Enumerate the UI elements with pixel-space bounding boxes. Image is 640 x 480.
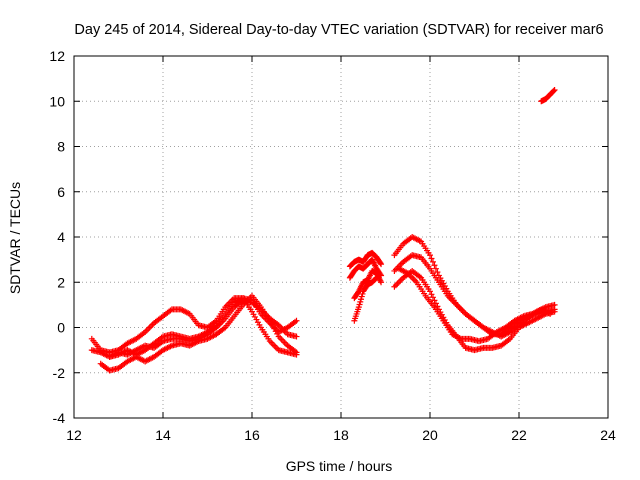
y-tick-label: 8	[57, 139, 65, 155]
x-tick-label: 22	[511, 427, 527, 443]
y-tick-label: 0	[57, 320, 65, 336]
y-tick-label: 10	[49, 93, 65, 109]
y-tick-label: 6	[57, 184, 65, 200]
series-track-2	[97, 292, 300, 374]
data-point	[431, 297, 438, 304]
data-point	[551, 308, 558, 315]
data-point	[429, 258, 436, 265]
data-point	[432, 265, 439, 272]
x-tick-label: 18	[333, 427, 349, 443]
data-point	[358, 296, 365, 303]
x-tick-label: 24	[600, 427, 616, 443]
data-point	[551, 86, 558, 93]
data-point	[356, 301, 363, 308]
data-point	[355, 304, 362, 311]
x-tick-label: 12	[66, 427, 82, 443]
y-tick-label: 2	[57, 274, 65, 290]
data-point	[358, 293, 365, 300]
data-point	[359, 290, 366, 297]
series-track-11	[391, 267, 558, 354]
data-point	[357, 298, 364, 305]
data-point	[427, 288, 433, 295]
series-track-13	[538, 86, 558, 105]
x-tick-label: 14	[155, 427, 171, 443]
data-point	[434, 303, 441, 310]
series-track-5	[346, 249, 385, 270]
data-point	[293, 317, 300, 324]
data-point	[372, 275, 379, 282]
data-point	[378, 279, 385, 286]
x-axis-label: GPS time / hours	[286, 458, 393, 474]
data-point	[378, 261, 385, 268]
data-point	[428, 255, 435, 262]
y-axis-label: SDTVAR / TECUs	[7, 182, 23, 294]
data-point	[429, 294, 436, 301]
data-point	[427, 252, 433, 259]
data-point	[434, 269, 441, 276]
data-point	[550, 87, 557, 94]
data-point	[373, 274, 380, 281]
data-point	[547, 310, 554, 317]
series-track-12	[395, 265, 554, 345]
series-track-4	[106, 297, 300, 360]
data-point	[428, 291, 435, 298]
y-tick-label: 4	[57, 229, 65, 245]
y-tick-label: 12	[49, 48, 65, 64]
y-tick-label: -2	[53, 365, 66, 381]
series-track-7	[351, 267, 385, 302]
data-point	[293, 333, 300, 340]
data-point	[431, 262, 438, 269]
x-tick-label: 16	[244, 427, 260, 443]
series-track-6	[346, 256, 385, 281]
series-track-8	[351, 274, 380, 324]
data-point	[377, 260, 384, 267]
chart-title: Day 245 of 2014, Sidereal Day-to-day VTE…	[74, 22, 603, 38]
data-points	[88, 86, 558, 374]
y-tick-label: -4	[53, 410, 66, 426]
data-point	[293, 351, 300, 358]
x-tick-label: 20	[422, 427, 438, 443]
